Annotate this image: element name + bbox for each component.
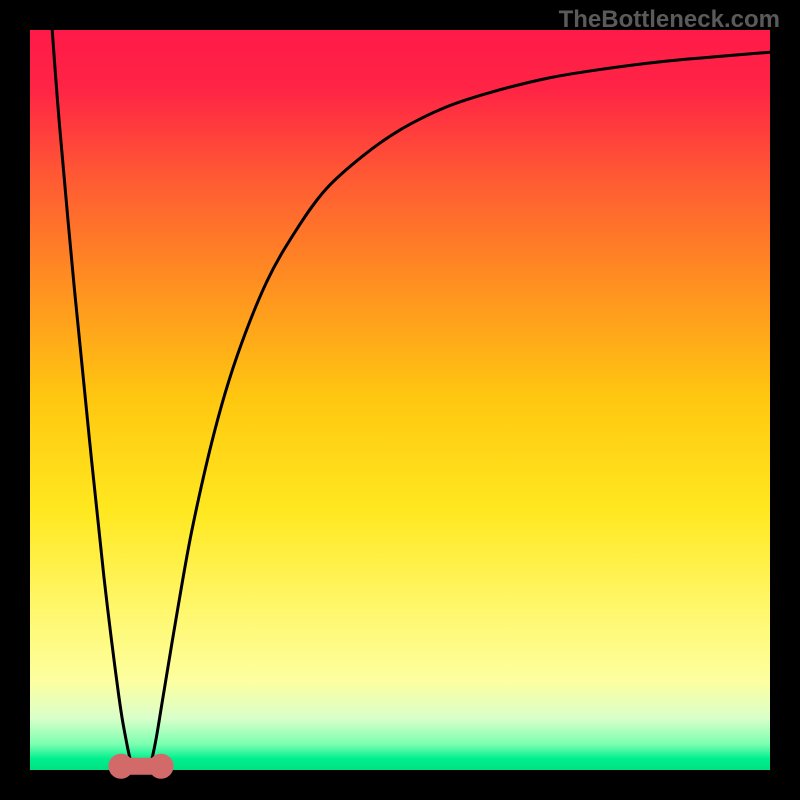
optimal-range-marker	[109, 754, 173, 778]
watermark: TheBottleneck.com	[559, 6, 780, 34]
chart-gradient-bg	[30, 30, 770, 770]
chart-container: TheBottleneck.com	[0, 0, 800, 800]
bottleneck-chart	[0, 0, 800, 800]
